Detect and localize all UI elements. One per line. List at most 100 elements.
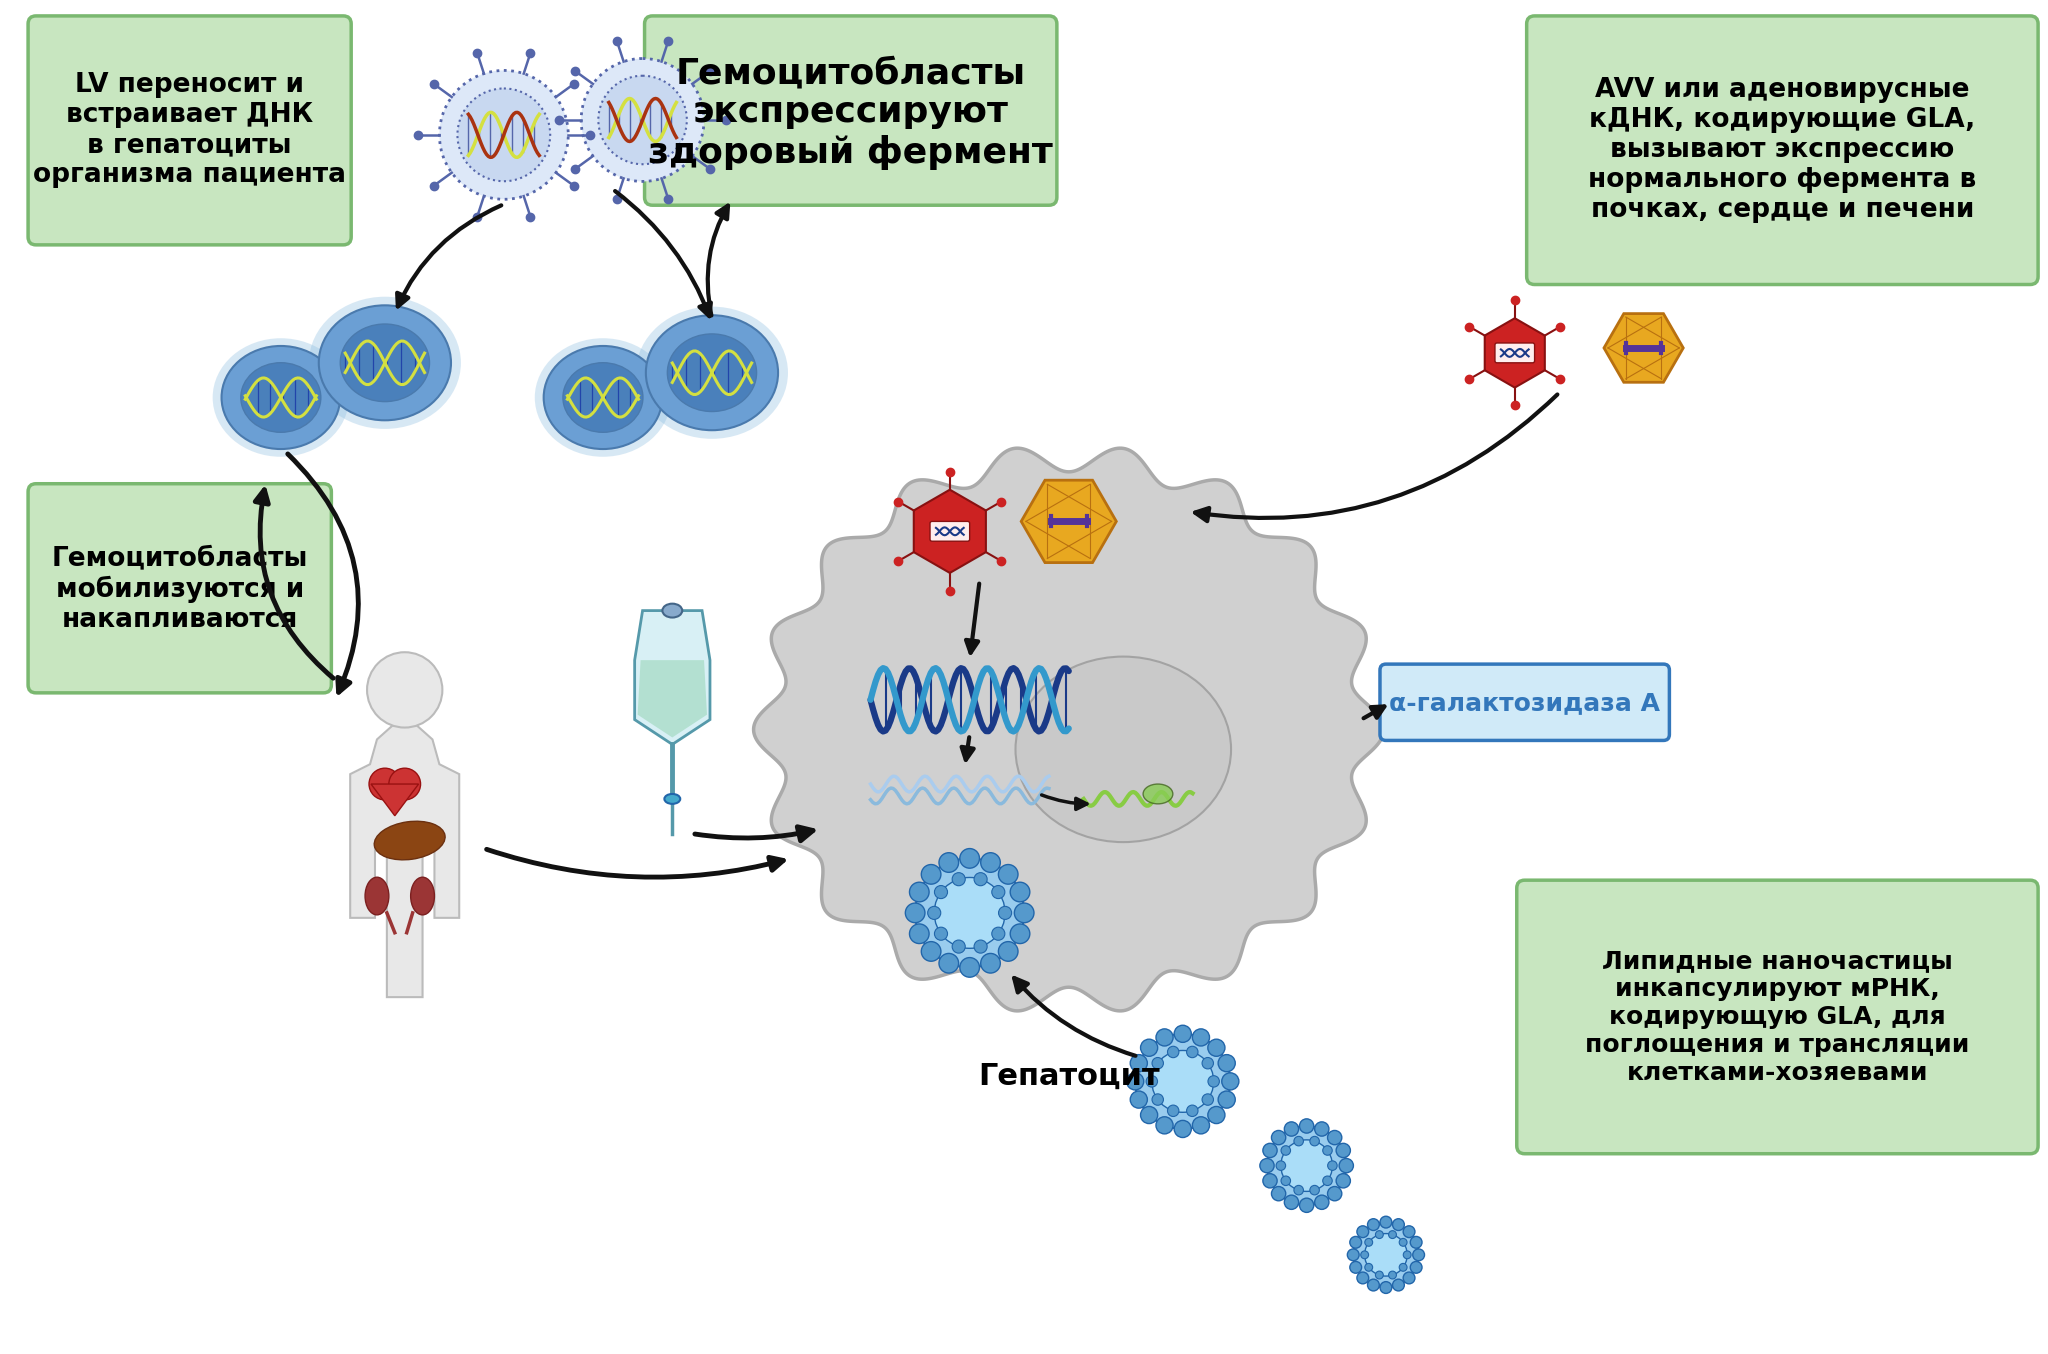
Circle shape bbox=[1327, 1186, 1341, 1201]
Circle shape bbox=[922, 941, 940, 961]
Circle shape bbox=[999, 906, 1012, 919]
FancyArrowPatch shape bbox=[256, 490, 334, 678]
Circle shape bbox=[1376, 1231, 1382, 1239]
FancyArrowPatch shape bbox=[1014, 978, 1135, 1056]
Circle shape bbox=[1167, 1047, 1180, 1057]
FancyArrowPatch shape bbox=[694, 827, 813, 841]
Circle shape bbox=[1300, 1198, 1313, 1212]
Circle shape bbox=[1364, 1239, 1372, 1246]
Circle shape bbox=[598, 76, 686, 164]
FancyBboxPatch shape bbox=[1518, 880, 2038, 1154]
Text: Гемоцитобласты
мобилизуются и
накапливаются: Гемоцитобласты мобилизуются и накапливаю… bbox=[51, 546, 307, 632]
Circle shape bbox=[1010, 923, 1030, 944]
Circle shape bbox=[909, 923, 930, 944]
Text: Гепатоцит: Гепатоцит bbox=[979, 1062, 1159, 1091]
Polygon shape bbox=[350, 715, 459, 997]
Circle shape bbox=[1147, 1075, 1157, 1087]
Polygon shape bbox=[1022, 481, 1116, 563]
Circle shape bbox=[915, 858, 1024, 967]
Circle shape bbox=[1399, 1263, 1407, 1271]
Circle shape bbox=[1315, 1196, 1329, 1209]
Circle shape bbox=[1323, 1177, 1333, 1186]
Circle shape bbox=[1294, 1185, 1303, 1194]
Circle shape bbox=[1223, 1072, 1239, 1090]
Circle shape bbox=[981, 853, 999, 872]
Circle shape bbox=[1153, 1057, 1163, 1068]
FancyBboxPatch shape bbox=[930, 521, 969, 542]
Text: Гемоцитобласты
экспрессируют
здоровый фермент: Гемоцитобласты экспрессируют здоровый фе… bbox=[649, 56, 1053, 171]
Circle shape bbox=[938, 853, 958, 872]
Circle shape bbox=[1219, 1055, 1235, 1072]
Circle shape bbox=[1174, 1025, 1192, 1043]
Circle shape bbox=[1130, 1055, 1147, 1072]
Ellipse shape bbox=[637, 306, 788, 439]
Circle shape bbox=[1276, 1160, 1286, 1170]
Text: α-галактозидаза А: α-галактозидаза А bbox=[1389, 691, 1661, 715]
Polygon shape bbox=[913, 490, 985, 573]
Circle shape bbox=[1360, 1251, 1368, 1259]
Circle shape bbox=[1393, 1280, 1405, 1290]
Circle shape bbox=[1380, 1216, 1393, 1228]
Circle shape bbox=[1389, 1271, 1397, 1280]
FancyArrowPatch shape bbox=[709, 206, 727, 315]
Circle shape bbox=[1192, 1117, 1210, 1133]
Circle shape bbox=[389, 768, 420, 800]
Circle shape bbox=[1264, 1174, 1278, 1187]
Circle shape bbox=[1186, 1105, 1198, 1117]
Circle shape bbox=[991, 927, 1006, 940]
Circle shape bbox=[934, 927, 948, 940]
Circle shape bbox=[1153, 1094, 1163, 1105]
Ellipse shape bbox=[340, 324, 430, 402]
Circle shape bbox=[1272, 1131, 1286, 1144]
Circle shape bbox=[1335, 1174, 1350, 1187]
Circle shape bbox=[1010, 883, 1030, 902]
Circle shape bbox=[1174, 1120, 1192, 1137]
Circle shape bbox=[1208, 1039, 1225, 1056]
Circle shape bbox=[457, 88, 551, 181]
Circle shape bbox=[1350, 1262, 1362, 1273]
Circle shape bbox=[981, 953, 999, 974]
Ellipse shape bbox=[221, 347, 340, 450]
Circle shape bbox=[928, 906, 940, 919]
Circle shape bbox=[1376, 1271, 1382, 1280]
Circle shape bbox=[1350, 1236, 1362, 1248]
Circle shape bbox=[1403, 1271, 1415, 1284]
Ellipse shape bbox=[662, 604, 682, 617]
FancyBboxPatch shape bbox=[29, 483, 332, 693]
Polygon shape bbox=[754, 448, 1384, 1011]
FancyBboxPatch shape bbox=[29, 16, 350, 245]
Circle shape bbox=[1192, 1029, 1210, 1047]
Circle shape bbox=[369, 768, 401, 800]
Circle shape bbox=[961, 957, 979, 978]
Circle shape bbox=[922, 865, 940, 884]
Circle shape bbox=[1294, 1136, 1303, 1145]
Circle shape bbox=[1208, 1106, 1225, 1124]
Ellipse shape bbox=[319, 306, 451, 420]
Circle shape bbox=[1151, 1051, 1214, 1112]
Circle shape bbox=[997, 865, 1018, 884]
Circle shape bbox=[1186, 1047, 1198, 1057]
Ellipse shape bbox=[309, 297, 461, 429]
Circle shape bbox=[1413, 1248, 1425, 1261]
Circle shape bbox=[952, 872, 965, 886]
Circle shape bbox=[1260, 1159, 1274, 1173]
Circle shape bbox=[952, 940, 965, 953]
FancyBboxPatch shape bbox=[645, 16, 1057, 206]
Circle shape bbox=[1300, 1118, 1313, 1133]
Ellipse shape bbox=[412, 877, 434, 915]
Circle shape bbox=[1311, 1185, 1319, 1194]
FancyArrowPatch shape bbox=[397, 206, 502, 306]
Circle shape bbox=[1282, 1177, 1290, 1186]
FancyArrowPatch shape bbox=[1042, 795, 1087, 810]
FancyArrowPatch shape bbox=[289, 454, 358, 692]
Polygon shape bbox=[371, 784, 418, 815]
Circle shape bbox=[1202, 1057, 1214, 1068]
Circle shape bbox=[1130, 1091, 1147, 1108]
Ellipse shape bbox=[645, 315, 778, 431]
Circle shape bbox=[1155, 1029, 1174, 1047]
Circle shape bbox=[1155, 1117, 1174, 1133]
Circle shape bbox=[905, 903, 926, 922]
Circle shape bbox=[1335, 1143, 1350, 1158]
FancyArrowPatch shape bbox=[614, 191, 711, 317]
Polygon shape bbox=[637, 661, 707, 738]
